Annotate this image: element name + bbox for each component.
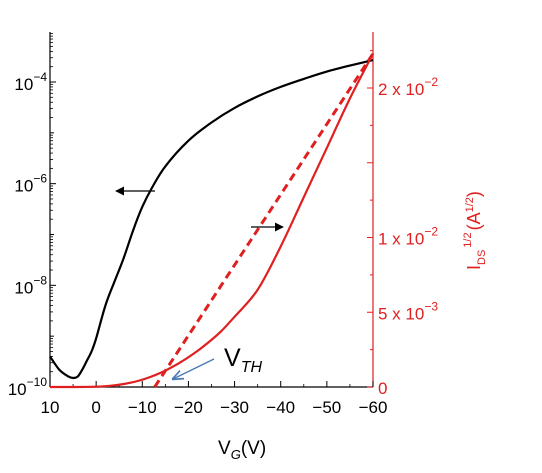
threshold-fit-dashed-line <box>153 52 375 388</box>
log-current-series-line <box>49 59 374 380</box>
x-tick-label: −20 <box>174 398 203 417</box>
left-axis-ticks: 10−10 10−8 10−6 10−4 <box>8 33 56 399</box>
vth-pointer-arrow <box>173 358 215 379</box>
right-tick-label: 0 <box>378 379 387 398</box>
x-tick-label: 0 <box>91 398 100 417</box>
right-tick-label: 1 x 10−2 <box>378 225 438 249</box>
left-tick-label: 10−4 <box>14 70 47 94</box>
left-tick-label: 10−6 <box>14 172 47 196</box>
series-layer <box>49 52 375 389</box>
right-tick-label: 5 x 10−3 <box>378 299 438 323</box>
x-tick-label: −10 <box>128 398 157 417</box>
x-axis-title: VG(V) <box>218 438 266 462</box>
right-tick-label: 2 x 10−2 <box>378 75 438 99</box>
sqrt-current-series-line <box>49 53 374 389</box>
vth-label: VTH <box>224 344 262 376</box>
x-tick-label: −30 <box>220 398 249 417</box>
left-tick-label: 10−10 <box>8 375 48 399</box>
left-tick-label: 10−8 <box>14 273 47 297</box>
x-tick-label: −40 <box>266 398 295 417</box>
right-axis-title: IDS1/2(A1/2) <box>462 191 488 270</box>
x-tick-label: 10 <box>41 398 60 417</box>
x-tick-label: −60 <box>359 398 388 417</box>
right-axis-ticks: 0 5 x 10−3 1 x 10−2 2 x 10−2 <box>367 50 438 398</box>
x-tick-label: −50 <box>312 398 341 417</box>
x-axis-ticks: 10 0 −10 −20 −30 −40 −50 −60 <box>41 381 388 417</box>
